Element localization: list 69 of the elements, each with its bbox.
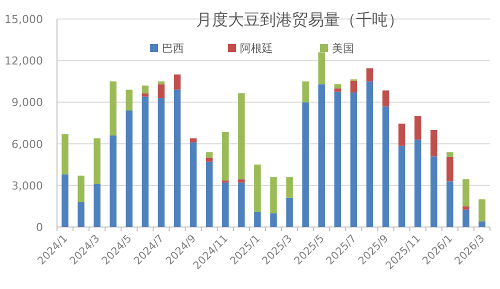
bar xyxy=(366,81,374,227)
bar xyxy=(414,140,422,227)
bar xyxy=(190,142,197,227)
bar xyxy=(238,93,245,180)
bar xyxy=(94,138,100,184)
bar xyxy=(126,90,133,111)
bar xyxy=(238,179,245,183)
bar xyxy=(142,93,149,97)
y-tick-label: 3,000 xyxy=(12,179,43,192)
bar xyxy=(334,88,342,92)
bar xyxy=(174,74,181,90)
bar xyxy=(254,212,261,227)
bar xyxy=(238,182,245,227)
y-tick-label: 15,000 xyxy=(4,13,43,26)
bar xyxy=(478,199,486,222)
bar xyxy=(302,81,309,102)
bar xyxy=(398,146,406,227)
bar xyxy=(286,177,293,198)
bar xyxy=(286,198,293,227)
y-tick-label: 0 xyxy=(36,221,43,234)
bar xyxy=(110,135,116,227)
bar xyxy=(430,130,438,156)
legend-label: 阿根廷 xyxy=(240,42,273,55)
bar xyxy=(414,116,422,140)
bar xyxy=(446,152,454,157)
y-tick-label: 9,000 xyxy=(12,96,43,110)
bar xyxy=(382,90,390,106)
bar xyxy=(446,156,454,182)
bar xyxy=(446,181,454,227)
bar xyxy=(462,179,470,206)
bar xyxy=(142,86,149,94)
bar xyxy=(62,134,68,174)
chart-title: 月度大豆到港贸易量（千吨） xyxy=(196,10,404,29)
bar xyxy=(190,138,197,142)
bar xyxy=(94,184,100,227)
bar xyxy=(206,162,213,227)
bar xyxy=(478,221,486,227)
bar xyxy=(158,98,165,227)
legend-label: 巴西 xyxy=(162,42,184,55)
bar xyxy=(270,213,277,227)
bar xyxy=(158,84,165,98)
bar xyxy=(78,176,84,202)
bar xyxy=(62,174,68,227)
legend-label: 美国 xyxy=(332,42,354,55)
bar xyxy=(350,80,358,92)
bar xyxy=(334,84,342,88)
bar xyxy=(174,90,181,227)
bar xyxy=(78,202,84,227)
bar xyxy=(126,110,133,227)
bar xyxy=(462,210,470,227)
bar xyxy=(398,124,406,146)
bar xyxy=(302,102,309,227)
bar xyxy=(206,158,213,162)
bar xyxy=(110,81,116,136)
bar xyxy=(222,182,229,227)
bar xyxy=(254,164,261,212)
bar xyxy=(334,92,342,227)
bar xyxy=(270,177,277,214)
bar xyxy=(430,156,438,227)
y-tick-label: 12,000 xyxy=(4,54,43,68)
bar xyxy=(366,68,374,82)
bar xyxy=(142,96,149,227)
bar xyxy=(318,84,325,227)
bar xyxy=(206,152,213,158)
bar xyxy=(350,92,358,227)
bar xyxy=(462,206,470,210)
y-tick-label: 6,000 xyxy=(12,138,43,151)
bar xyxy=(382,106,390,227)
bar xyxy=(222,132,229,181)
